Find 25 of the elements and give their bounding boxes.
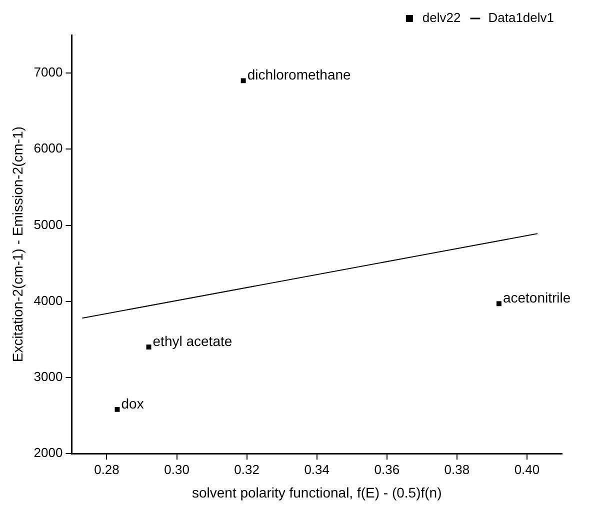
x-tick-label: 0.30 [164, 462, 190, 477]
annotation: dichloromethane [247, 66, 352, 83]
point [114, 406, 120, 412]
y-tick-label: 7000 [34, 64, 63, 80]
x-tick-label: 0.28 [94, 462, 120, 477]
x-axis-title: solvent polarity functional, f(E) - (0.5)f(n) [192, 484, 442, 500]
x-tick-label: 0.32 [234, 462, 260, 477]
y-tick-label: 6000 [34, 140, 63, 156]
x-tick-label: 0.38 [444, 462, 470, 477]
annotation: ethyl acetate [152, 332, 232, 349]
legend-label: delv22 [422, 10, 461, 26]
annotation: dox [121, 395, 144, 412]
y-tick-label: 3000 [34, 369, 63, 384]
y-axis-title: Excitation-2(cm-1) - Emission-2(cm-1) [9, 126, 26, 362]
legend-label: Data1delv1 [488, 10, 554, 26]
y-tick-label: 5000 [34, 216, 63, 232]
point [496, 301, 502, 306]
y-tick-label: 4000 [34, 292, 63, 308]
y-tick-label: 2000 [34, 445, 63, 460]
point [146, 344, 152, 350]
x-tick-label: 0.36 [374, 462, 400, 477]
point [240, 78, 246, 84]
x-tick-label: 0.34 [304, 462, 330, 477]
annotation: acetonitrile [502, 290, 571, 306]
x-tick-label: 0.40 [514, 462, 540, 477]
